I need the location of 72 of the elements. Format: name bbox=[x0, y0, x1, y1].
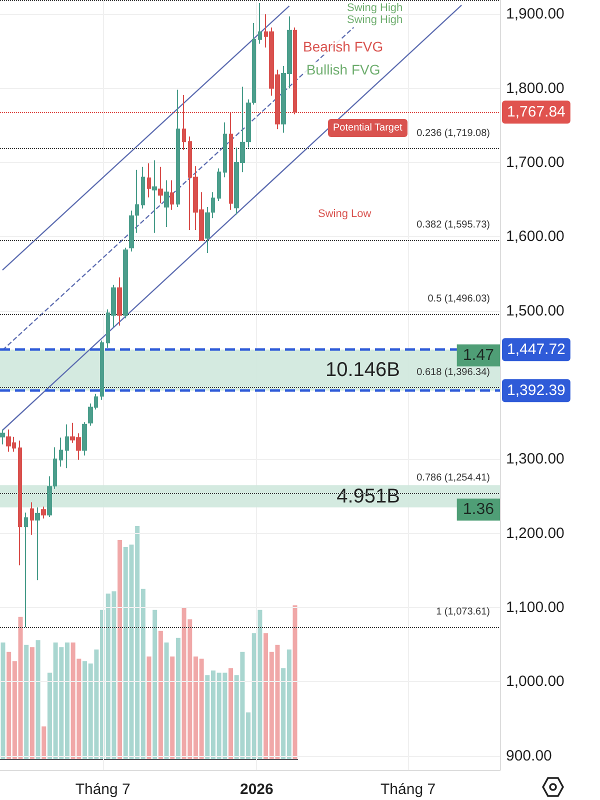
y-tick-label: 1,500.00 bbox=[506, 302, 564, 320]
candlestick bbox=[152, 160, 157, 234]
candlestick bbox=[164, 180, 169, 228]
candlestick bbox=[18, 440, 22, 566]
bar bbox=[228, 668, 233, 759]
candlestick bbox=[59, 437, 63, 468]
y-tick-label: 900.00 bbox=[506, 747, 552, 764]
annotation: Potential Target bbox=[333, 122, 403, 134]
ref-line-label: 1,392.39 bbox=[507, 382, 566, 400]
bar bbox=[170, 656, 174, 759]
annotation: 1.47 bbox=[462, 346, 494, 364]
ref-line-label: 0.618 (1,396.34) bbox=[416, 367, 490, 378]
bar bbox=[35, 640, 40, 759]
bar bbox=[117, 540, 122, 759]
candlestick bbox=[211, 192, 215, 219]
candlestick bbox=[135, 169, 139, 234]
candlestick bbox=[141, 166, 145, 209]
candlestick bbox=[217, 168, 221, 202]
candlestick bbox=[205, 206, 210, 254]
candlestick bbox=[41, 506, 46, 520]
candlestick bbox=[0, 429, 5, 445]
candlestick bbox=[30, 502, 34, 536]
bar bbox=[158, 630, 163, 759]
annotation: Swing High bbox=[347, 2, 403, 14]
candlestick bbox=[35, 506, 40, 581]
candlestick bbox=[176, 89, 180, 208]
ref-line-label: 1,447.72 bbox=[507, 341, 566, 358]
ref-line-label: 0.5 (1,496.03) bbox=[428, 293, 490, 304]
y-tick-label: 1,100.00 bbox=[506, 599, 564, 616]
bar bbox=[152, 610, 157, 759]
y-tick-label: 1,300.00 bbox=[506, 450, 564, 468]
y-tick-label: 1,000.00 bbox=[506, 673, 564, 690]
band-label: 10.146B bbox=[325, 359, 400, 382]
bar bbox=[41, 726, 46, 759]
candlestick bbox=[123, 247, 128, 319]
ref-line-label: 1,767.84 bbox=[507, 104, 566, 121]
bar bbox=[146, 656, 151, 759]
y-tick-label: 1,800.00 bbox=[506, 80, 564, 97]
candlestick bbox=[147, 162, 151, 198]
x-tick-label: 2026 bbox=[240, 781, 274, 798]
candlestick bbox=[129, 210, 134, 252]
annotation: Swing High bbox=[347, 14, 403, 26]
candlestick bbox=[24, 512, 28, 628]
x-tick-label: Tháng 7 bbox=[75, 781, 130, 798]
bar bbox=[0, 642, 5, 759]
candlestick bbox=[158, 166, 163, 204]
bar bbox=[164, 642, 168, 759]
band-label: 4.951B bbox=[336, 485, 400, 508]
ref-line-label: 0.236 (1,719.08) bbox=[416, 128, 490, 139]
ref-line-label: 0.786 (1,254.41) bbox=[416, 472, 490, 484]
bar bbox=[30, 647, 34, 759]
annotation: 1.36 bbox=[462, 501, 494, 518]
y-tick-label: 1,600.00 bbox=[506, 228, 564, 246]
ref-line-label: 0.382 (1,595.73) bbox=[416, 219, 490, 230]
y-tick-label: 1,700.00 bbox=[506, 154, 564, 171]
candlestick bbox=[65, 424, 69, 469]
x-tick-label: Tháng 7 bbox=[380, 781, 436, 798]
y-tick-label: 1,200.00 bbox=[506, 524, 564, 542]
bar bbox=[176, 638, 180, 759]
annotation: Bearish FVG bbox=[303, 38, 384, 55]
candlestick bbox=[170, 180, 174, 210]
annotation: Swing Low bbox=[318, 208, 372, 220]
candlestick bbox=[117, 276, 122, 326]
ref-line-label: 1 (1,073.61) bbox=[436, 606, 490, 618]
bar bbox=[24, 644, 28, 759]
candlestick bbox=[258, 2, 262, 44]
candlestick bbox=[100, 340, 104, 400]
annotation: Bullish FVG bbox=[306, 62, 380, 78]
candlestick bbox=[223, 122, 227, 178]
candlestick bbox=[82, 422, 87, 456]
bar bbox=[292, 605, 297, 759]
y-tick-label: 1,900.00 bbox=[506, 6, 564, 23]
